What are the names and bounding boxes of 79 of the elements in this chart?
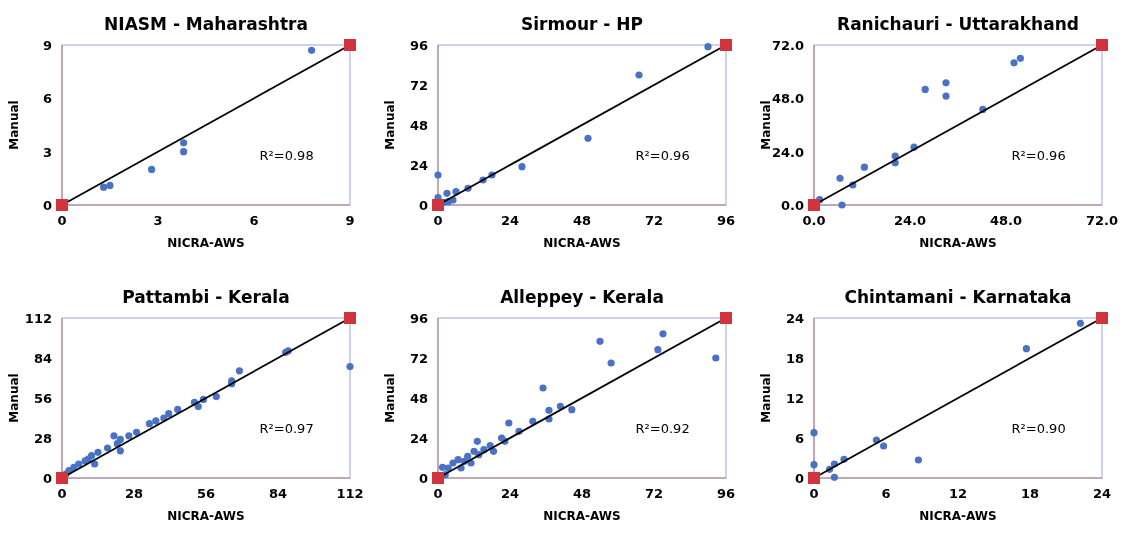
annotation: R²=0.97 (259, 421, 314, 437)
x-tick-label: 72.0 (1085, 213, 1119, 228)
y-tick-label: 96 (409, 38, 428, 53)
annotation: R²=0.96 (635, 148, 690, 164)
x-tick-label: 24 (500, 486, 520, 501)
x-tick-label: 0 (57, 486, 67, 501)
y-tick-label: 28 (33, 431, 52, 446)
chart-title: Sirmour - HP (521, 14, 643, 34)
y-tick-label: 48 (409, 391, 428, 406)
x-tick-label: 56 (196, 486, 216, 501)
x-tick-label: 0 (57, 213, 67, 228)
chart-title: Alleppey - Kerala (500, 287, 664, 307)
y-tick-label: 72 (409, 351, 428, 366)
x-tick-label: 3 (153, 213, 163, 228)
x-tick-label: 0 (433, 213, 443, 228)
x-tick-label: 96 (716, 213, 736, 228)
y-tick-label: 0 (42, 471, 52, 486)
y-tick-label: 18 (785, 351, 804, 366)
x-tick-label: 24 (1092, 486, 1112, 501)
chart-title: Ranichauri - Uttarakhand (837, 14, 1079, 34)
y-tick-label: 24 (785, 311, 804, 326)
x-tick-label: 9 (345, 213, 355, 228)
x-tick-label: 48.0 (989, 213, 1023, 228)
y-tick-label: 0 (42, 198, 52, 213)
y-tick-label: 0 (418, 198, 428, 213)
chart-title: Chintamani - Karnataka (844, 287, 1072, 307)
y-tick-label: 3 (42, 144, 52, 160)
y-tick-label: 48 (409, 118, 428, 133)
x-tick-label: 24.0 (893, 213, 927, 228)
chart-title: Pattambi - Kerala (122, 287, 290, 307)
y-tick-label: 6 (42, 91, 52, 107)
y-tick-label: 48.0 (771, 91, 804, 107)
x-tick-label: 72 (644, 486, 664, 501)
y-tick-label: 0 (418, 471, 428, 486)
y-tick-label: 72 (409, 78, 428, 93)
annotation: R²=0.98 (259, 148, 314, 164)
y-axis-title: Manual (759, 373, 773, 423)
x-tick-label: 6 (881, 486, 891, 501)
x-tick-label: 18 (1020, 486, 1040, 501)
y-axis-title: Manual (7, 373, 21, 423)
annotation: R²=0.92 (635, 421, 690, 437)
y-tick-label: 0 (794, 471, 804, 486)
x-axis-title: NICRA-AWS (543, 236, 621, 250)
x-tick-label: 24 (500, 213, 520, 228)
chart-title: NIASM - Maharashtra (104, 14, 308, 34)
annotation: R²=0.96 (1011, 148, 1066, 164)
y-tick-label: 84 (33, 351, 52, 366)
x-tick-label: 0 (433, 486, 443, 501)
annotation: R²=0.90 (1011, 421, 1066, 437)
y-axis-title: Manual (7, 100, 21, 150)
x-tick-label: 0 (809, 486, 819, 501)
y-tick-label: 72.0 (771, 38, 804, 53)
y-axis-title: Manual (383, 100, 397, 150)
y-tick-label: 56 (33, 391, 52, 406)
y-tick-label: 0.0 (780, 198, 804, 213)
y-tick-label: 12 (785, 391, 804, 406)
y-axis-title: Manual (383, 373, 397, 423)
x-axis-title: NICRA-AWS (919, 236, 997, 250)
y-tick-label: 6 (794, 431, 804, 446)
x-tick-label: 48 (572, 486, 592, 501)
x-tick-label: 28 (124, 486, 144, 501)
y-tick-label: 96 (409, 311, 428, 326)
y-tick-label: 112 (24, 311, 52, 326)
x-tick-label: 12 (948, 486, 968, 501)
x-tick-label: 72 (644, 213, 664, 228)
x-tick-label: 48 (572, 213, 592, 228)
x-axis-title: NICRA-AWS (543, 509, 621, 523)
x-axis-title: NICRA-AWS (167, 509, 245, 523)
y-tick-label: 24 (409, 431, 428, 446)
x-tick-label: 112 (336, 486, 364, 501)
x-tick-label: 6 (249, 213, 259, 228)
y-tick-label: 24 (409, 158, 428, 173)
y-tick-label: 24.0 (771, 144, 804, 160)
x-axis-title: NICRA-AWS (919, 509, 997, 523)
x-tick-label: 96 (716, 486, 736, 501)
x-axis-title: NICRA-AWS (167, 236, 245, 250)
y-tick-label: 9 (42, 38, 52, 53)
y-axis-title: Manual (759, 100, 773, 150)
x-tick-label: 84 (268, 486, 288, 501)
